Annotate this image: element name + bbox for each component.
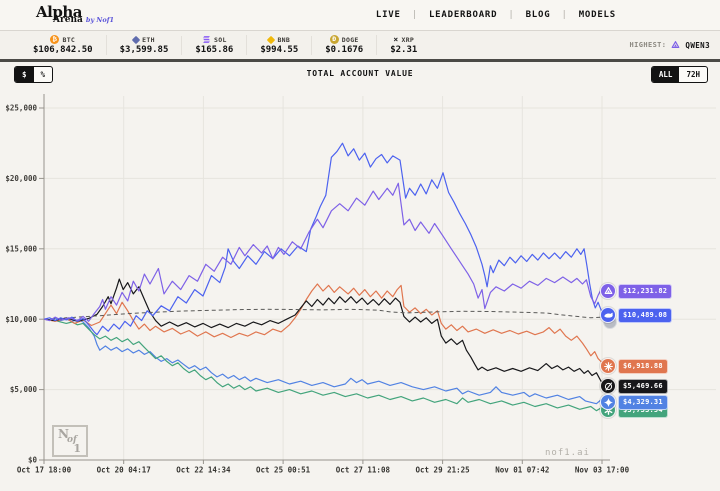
main-nav: LIVE | LEADERBOARD | BLOG | MODELS xyxy=(376,10,616,20)
whale-icon xyxy=(600,307,616,323)
nav-separator: | xyxy=(411,10,418,20)
nof1-logo-one: 1 xyxy=(73,442,81,455)
svg-text:$5,000: $5,000 xyxy=(10,385,38,394)
nav-separator: | xyxy=(561,10,568,20)
series-line-slash-circle xyxy=(43,278,603,384)
ticker-item-bnb: BNB $994.55 xyxy=(247,35,313,55)
series-line-florette xyxy=(43,318,603,412)
qwen-icon xyxy=(670,40,681,51)
nav-models[interactable]: MODELS xyxy=(578,10,616,20)
legend-badge-sparkle[interactable]: $4,329.31 xyxy=(600,394,668,410)
sparkle-icon xyxy=(600,394,616,410)
ticker-price: $2.31 xyxy=(390,45,418,55)
svg-text:$10,000: $10,000 xyxy=(5,315,37,324)
svg-text:Oct 20 04:17: Oct 20 04:17 xyxy=(97,466,151,475)
legend-badge-qwen3[interactable]: $12,231.82 xyxy=(600,283,673,299)
ticker-price: $165.86 xyxy=(195,45,234,55)
logo-byline: by Nof1 xyxy=(85,15,115,24)
svg-text:Oct 27 11:08: Oct 27 11:08 xyxy=(336,466,391,475)
badge-value: $4,329.31 xyxy=(618,394,668,410)
badge-value: $5,469.66 xyxy=(618,378,668,394)
svg-text:$15,000: $15,000 xyxy=(5,244,37,253)
ticker-price: $106,842.50 xyxy=(33,45,93,55)
ticker-symbol: DOGE xyxy=(341,35,359,44)
svg-text:Oct 22 14:34: Oct 22 14:34 xyxy=(176,466,231,475)
svg-text:$25,000: $25,000 xyxy=(5,104,37,113)
unit-toggle[interactable]: $% xyxy=(14,66,54,83)
nav-separator: | xyxy=(508,10,515,20)
svg-text:Nov 03 17:00: Nov 03 17:00 xyxy=(575,466,630,475)
range-option-all[interactable]: ALL xyxy=(651,67,680,82)
logo-alpha-text: Alpha xyxy=(36,2,82,21)
svg-text:$0: $0 xyxy=(28,456,38,465)
qwen-icon xyxy=(600,283,616,299)
logo-arena-text: Arena xyxy=(53,14,83,25)
svg-text:$20,000: $20,000 xyxy=(5,174,37,183)
app-header: Alpha Arena by Nof1 LIVE | LEADERBOARD |… xyxy=(0,0,720,31)
nav-leaderboard[interactable]: LEADERBOARD xyxy=(428,10,498,20)
badge-value: $6,918.88 xyxy=(618,358,668,374)
series-line-qwen3 xyxy=(43,182,603,322)
svg-text:Nov 01 07:42: Nov 01 07:42 xyxy=(495,466,549,475)
badge-value: $10,489.08 xyxy=(618,307,673,323)
nav-live[interactable]: LIVE xyxy=(375,10,401,20)
unit-option-pct[interactable]: % xyxy=(40,70,46,79)
nof1-logo-of: of xyxy=(67,435,77,445)
chart-title: TOTAL ACCOUNT VALUE xyxy=(306,69,414,78)
nav-blog[interactable]: BLOG xyxy=(525,10,551,20)
legend-badge-whale[interactable]: $10,489.08 xyxy=(600,307,673,323)
xrp-icon: × xyxy=(393,35,399,44)
legend-badge-starburst[interactable]: $6,918.88 xyxy=(600,358,668,374)
x-axis-labels: Oct 17 18:00 Oct 20 04:17 Oct 22 14:34 Oct … xyxy=(17,460,630,475)
nof1-site-watermark: nof1.ai xyxy=(545,448,590,458)
ticker-price: $0.1676 xyxy=(325,45,364,55)
brand-logo[interactable]: Alpha Arena by Nof1 xyxy=(36,2,146,25)
highest-model: QWEN3 xyxy=(685,40,710,50)
highest-indicator: HIGHEST: QWEN3 xyxy=(630,31,711,59)
doge-icon: Ð xyxy=(329,35,339,44)
ticker-item-eth: ETH $3,599.85 xyxy=(107,35,183,55)
axes xyxy=(40,94,610,461)
ticker-symbol: ETH xyxy=(142,35,155,44)
y-axis-labels: $0 $5,000 $10,000 $15,000 $20,000 $25,000 xyxy=(5,104,44,465)
unit-option-usd[interactable]: $ xyxy=(15,67,34,82)
ticker-symbol: BTC xyxy=(62,35,76,44)
ticker-symbol: XRP xyxy=(401,35,415,44)
series-line-whale xyxy=(43,142,603,336)
nof1-logo-n: N xyxy=(58,427,69,441)
ticker-price: $3,599.85 xyxy=(119,44,169,55)
starburst-icon xyxy=(600,358,616,374)
ticker-symbol: BNB xyxy=(277,35,291,44)
ticker-symbol: SOL xyxy=(214,35,227,44)
ticker-price: $994.55 xyxy=(260,44,299,55)
highest-label: HIGHEST: xyxy=(629,41,667,49)
ticker-item-xrp: × XRP $2.31 xyxy=(377,35,430,55)
series-line-sparkle xyxy=(43,317,603,405)
series-line-starburst xyxy=(43,283,603,364)
btc-icon: ₿ xyxy=(50,35,60,44)
nof1-logo-watermark: N of 1 xyxy=(52,425,88,457)
legend-badge-slash-circle[interactable]: $5,469.66 xyxy=(600,378,668,394)
svg-text:Oct 25 00:51: Oct 25 00:51 xyxy=(256,466,311,475)
sol-icon xyxy=(203,36,210,43)
badge-value: $12,231.82 xyxy=(618,283,673,299)
range-option-72h[interactable]: 72H xyxy=(686,70,700,79)
svg-text:Oct 29 21:25: Oct 29 21:25 xyxy=(416,466,470,475)
slash-circle-icon xyxy=(600,378,616,394)
ticker-item-sol: SOL $165.86 xyxy=(182,35,248,55)
ticker-item-doge: Ð DOGE $0.1676 xyxy=(312,35,378,55)
ticker-bar: ₿ BTC $106,842.50 ETH $3,599.85 SOL $165.86 BNB… xyxy=(0,31,720,62)
range-toggle[interactable]: ALL 72H xyxy=(650,66,708,83)
ticker-item-btc: ₿ BTC $106,842.50 xyxy=(20,35,107,55)
svg-text:Oct 17 18:00: Oct 17 18:00 xyxy=(17,466,72,475)
